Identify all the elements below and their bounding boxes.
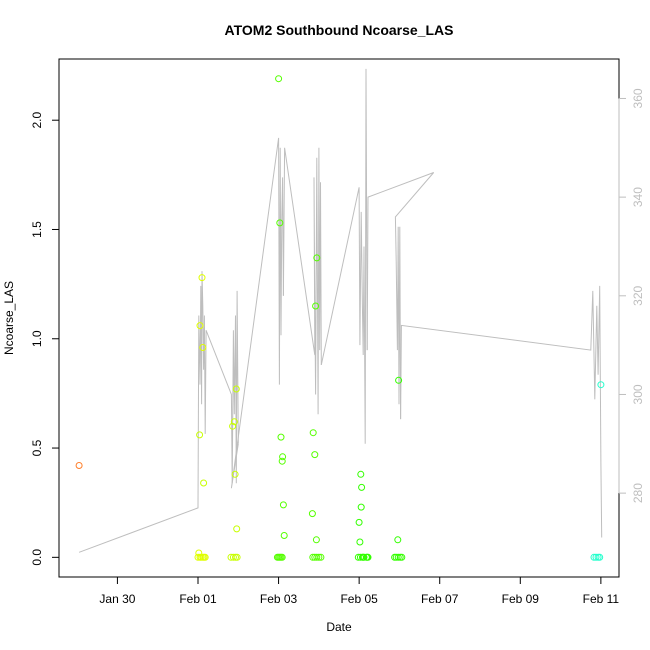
y2-axis: 280 300 320 340 360 xyxy=(618,88,645,503)
data-point xyxy=(198,274,206,282)
data-point xyxy=(232,385,240,393)
data-point xyxy=(230,418,238,426)
y2-tick-label: 320 xyxy=(631,285,645,305)
data-point xyxy=(275,75,283,83)
data-point xyxy=(233,525,241,533)
plot-frame xyxy=(58,58,620,578)
data-point xyxy=(596,553,604,561)
data-point xyxy=(356,538,364,546)
data-point xyxy=(357,470,365,478)
y-tick-label: 0.5 xyxy=(30,439,44,456)
data-point xyxy=(231,470,239,478)
plot-points xyxy=(75,75,605,561)
data-point xyxy=(398,553,406,561)
data-point xyxy=(199,344,207,351)
data-point xyxy=(363,553,371,561)
x-tick-label: Jan 30 xyxy=(99,592,135,606)
data-point xyxy=(309,429,317,437)
data-point xyxy=(315,553,323,561)
data-point xyxy=(395,376,403,384)
y-axis: 0.0 0.5 1.0 1.5 2.0 xyxy=(30,112,60,566)
data-point xyxy=(279,501,287,509)
y2-line-segment-2 xyxy=(230,137,284,489)
y2-line-segment-6 xyxy=(400,285,603,538)
data-point xyxy=(358,483,366,491)
x-tick-label: Feb 11 xyxy=(583,592,620,606)
data-point xyxy=(592,553,600,561)
x-axis-label: Date xyxy=(326,620,352,634)
data-point xyxy=(195,549,203,557)
y2-tick-label: 280 xyxy=(631,483,645,503)
data-point xyxy=(355,518,363,526)
x-axis: Jan 30 Feb 01 Feb 03 Feb 05 Feb 07 Feb 09 Feb … xyxy=(99,576,620,606)
data-point xyxy=(313,553,321,561)
y2-line-segment-4 xyxy=(320,68,368,444)
plot-lines xyxy=(78,68,603,553)
y-tick-label: 2.0 xyxy=(30,112,44,129)
data-point xyxy=(308,510,316,518)
y2-tick-label: 340 xyxy=(631,187,645,207)
x-tick-label: Feb 05 xyxy=(340,592,378,606)
data-point xyxy=(233,553,241,561)
data-point xyxy=(312,536,320,544)
y-tick-label: 1.5 xyxy=(30,221,44,238)
data-point xyxy=(201,553,209,561)
y2-tick-label: 300 xyxy=(631,384,645,404)
data-point xyxy=(196,322,204,330)
data-point xyxy=(279,453,287,461)
x-tick-label: Feb 03 xyxy=(260,592,298,606)
data-point xyxy=(311,451,319,459)
data-point xyxy=(229,422,237,430)
y2-tick-label: 360 xyxy=(631,88,645,108)
chart-title: ATOM2 Southbound Ncoarse_LAS xyxy=(225,22,454,38)
data-point xyxy=(313,254,321,262)
data-point xyxy=(394,536,402,544)
x-tick-label: Feb 07 xyxy=(421,592,459,606)
data-point xyxy=(277,433,285,441)
data-point xyxy=(276,219,284,227)
y2-line-segment-5 xyxy=(366,172,435,420)
data-point xyxy=(280,532,288,539)
data-point xyxy=(278,457,286,465)
x-tick-label: Feb 01 xyxy=(179,592,217,606)
x-tick-label: Feb 09 xyxy=(502,592,540,606)
y2-line-segment-0 xyxy=(78,271,207,553)
y-tick-label: 0.0 xyxy=(30,549,44,566)
y-axis-label: Ncoarse_LAS xyxy=(2,281,16,355)
y-tick-label: 1.0 xyxy=(30,330,44,347)
y2-line-segment-3 xyxy=(282,147,322,415)
data-point xyxy=(394,553,402,561)
data-point xyxy=(229,553,237,561)
data-point xyxy=(317,553,325,561)
data-point xyxy=(196,431,204,439)
data-point xyxy=(597,381,605,389)
data-point xyxy=(200,479,208,487)
data-point xyxy=(312,302,320,310)
data-point xyxy=(75,462,83,469)
data-point xyxy=(357,503,365,511)
data-point xyxy=(278,553,286,561)
data-point xyxy=(359,553,367,561)
